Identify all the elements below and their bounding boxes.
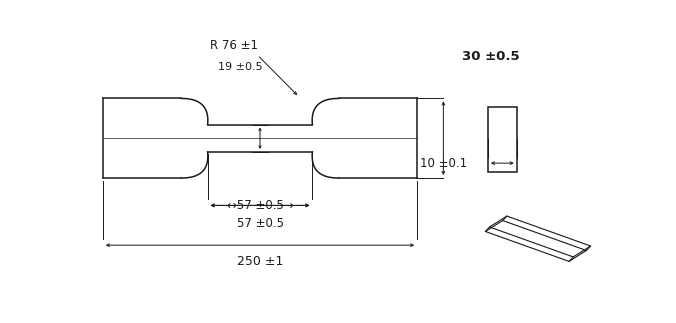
Text: 30 ±0.5: 30 ±0.5: [462, 50, 519, 63]
Text: 250 ±1: 250 ±1: [237, 255, 283, 268]
Bar: [488, 107, 516, 172]
Text: 57 ±0.5: 57 ±0.5: [237, 217, 283, 230]
Text: ↔57 ±0.5→: ↔57 ±0.5→: [226, 199, 293, 212]
Text: R 76 ±1: R 76 ±1: [210, 39, 258, 52]
Text: 19 ±0.5: 19 ±0.5: [218, 62, 263, 72]
Text: 10 ±0.1: 10 ±0.1: [420, 157, 467, 170]
